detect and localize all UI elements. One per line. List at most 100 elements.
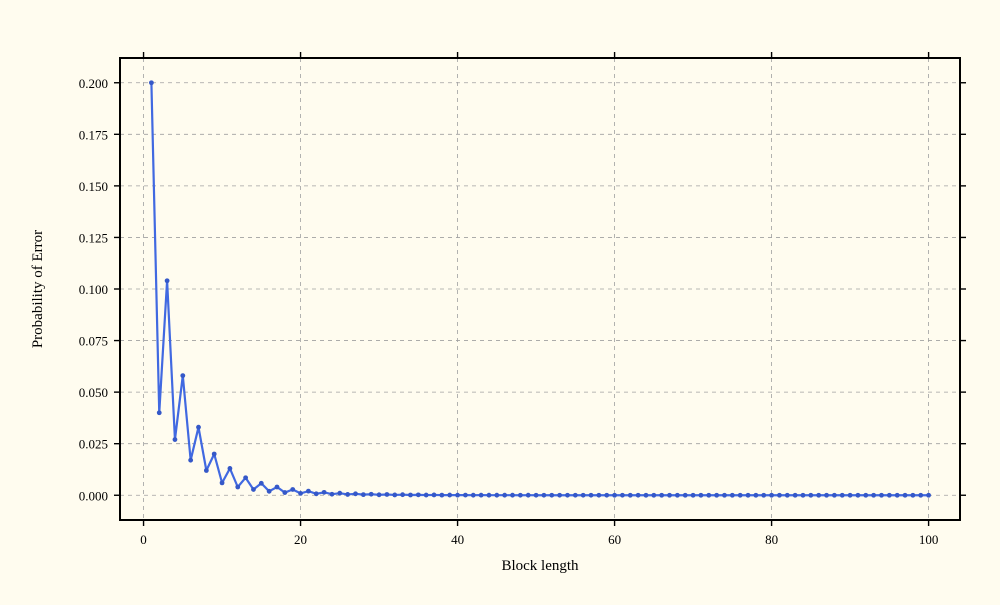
data-marker	[573, 493, 578, 498]
data-marker	[204, 468, 209, 473]
data-marker	[369, 492, 374, 497]
data-marker	[706, 493, 711, 498]
data-marker	[196, 425, 201, 430]
data-marker	[879, 493, 884, 498]
data-marker	[840, 493, 845, 498]
data-marker	[188, 458, 193, 463]
chart-bg	[0, 0, 1000, 600]
data-marker	[322, 490, 327, 495]
data-marker	[738, 493, 743, 498]
data-marker	[761, 493, 766, 498]
data-marker	[275, 485, 280, 490]
data-marker	[337, 491, 342, 496]
data-marker	[596, 493, 601, 498]
data-marker	[871, 493, 876, 498]
data-marker	[926, 493, 931, 498]
data-marker	[228, 466, 233, 471]
data-marker	[565, 493, 570, 498]
data-marker	[353, 491, 358, 496]
data-marker	[424, 493, 429, 498]
data-marker	[408, 493, 413, 498]
data-marker	[832, 493, 837, 498]
data-marker	[636, 493, 641, 498]
data-marker	[510, 493, 515, 498]
data-marker	[361, 492, 366, 497]
data-marker	[251, 487, 256, 492]
data-marker	[801, 493, 806, 498]
data-marker	[235, 485, 240, 490]
data-marker	[526, 493, 531, 498]
data-marker	[157, 410, 162, 415]
data-marker	[267, 489, 272, 494]
ytick-label: 0.175	[79, 127, 108, 142]
data-marker	[691, 493, 696, 498]
data-marker	[416, 492, 421, 497]
data-marker	[651, 493, 656, 498]
data-marker	[165, 278, 170, 283]
data-marker	[432, 493, 437, 498]
data-marker	[220, 480, 225, 485]
data-marker	[173, 437, 178, 442]
data-marker	[487, 493, 492, 498]
data-marker	[439, 493, 444, 498]
data-marker	[306, 489, 311, 494]
x-axis-label: Block length	[501, 558, 579, 574]
data-marker	[471, 493, 476, 498]
data-marker	[549, 493, 554, 498]
data-marker	[856, 493, 861, 498]
data-marker	[699, 493, 704, 498]
xtick-label: 60	[608, 532, 621, 547]
xtick-label: 80	[765, 532, 778, 547]
data-marker	[848, 493, 853, 498]
data-marker	[683, 493, 688, 498]
data-marker	[385, 492, 390, 497]
data-marker	[589, 493, 594, 498]
xtick-label: 100	[919, 532, 939, 547]
data-marker	[542, 493, 547, 498]
data-marker	[494, 493, 499, 498]
error-probability-chart: 0204060801000.0000.0250.0500.0750.1000.1…	[0, 0, 1000, 600]
data-marker	[895, 493, 900, 498]
data-marker	[463, 493, 468, 498]
data-marker	[769, 493, 774, 498]
data-marker	[149, 80, 154, 85]
data-marker	[785, 493, 790, 498]
data-marker	[604, 493, 609, 498]
ytick-label: 0.100	[79, 282, 108, 297]
data-marker	[808, 493, 813, 498]
xtick-label: 20	[294, 532, 307, 547]
ytick-label: 0.025	[79, 437, 108, 452]
data-marker	[714, 493, 719, 498]
data-marker	[557, 493, 562, 498]
data-marker	[447, 493, 452, 498]
data-marker	[644, 493, 649, 498]
data-marker	[259, 481, 264, 486]
data-marker	[298, 491, 303, 496]
data-marker	[330, 492, 335, 497]
data-marker	[502, 493, 507, 498]
data-marker	[887, 493, 892, 498]
data-marker	[620, 493, 625, 498]
data-marker	[392, 493, 397, 498]
data-marker	[918, 493, 923, 498]
ytick-label: 0.150	[79, 179, 108, 194]
data-marker	[243, 475, 248, 480]
ytick-label: 0.125	[79, 230, 108, 245]
data-marker	[345, 492, 350, 497]
data-marker	[314, 491, 319, 496]
data-marker	[612, 493, 617, 498]
data-marker	[667, 493, 672, 498]
data-marker	[816, 493, 821, 498]
data-marker	[455, 493, 460, 498]
data-marker	[479, 493, 484, 498]
data-marker	[863, 493, 868, 498]
data-marker	[675, 493, 680, 498]
data-marker	[777, 493, 782, 498]
data-marker	[212, 452, 217, 457]
data-marker	[518, 493, 523, 498]
chart-svg: 0204060801000.0000.0250.0500.0750.1000.1…	[0, 0, 1000, 600]
y-axis-label: Probability of Error	[30, 230, 46, 348]
data-marker	[400, 492, 405, 497]
data-marker	[290, 487, 295, 492]
data-marker	[534, 493, 539, 498]
